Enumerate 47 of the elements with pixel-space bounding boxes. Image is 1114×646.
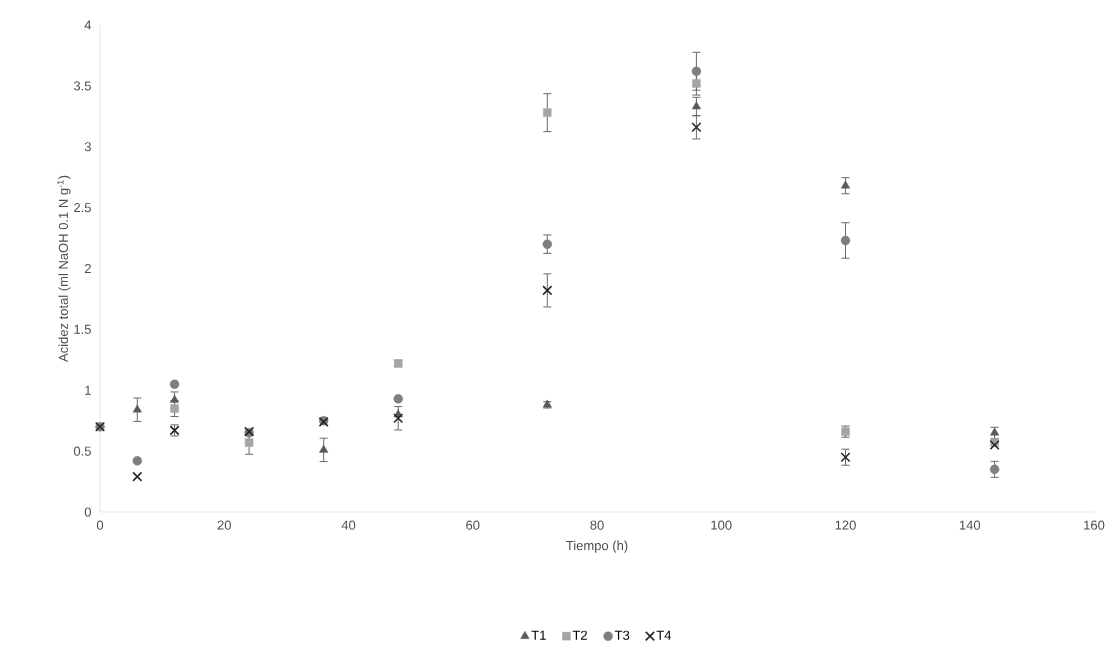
point (691, 66, 702, 77)
y-tick-label: 4 (84, 20, 92, 30)
x-tick-label: 80 (590, 520, 604, 530)
y-tick-label: 3 (84, 142, 91, 152)
legend-label: T2 (572, 630, 587, 640)
legend-label: T4 (656, 630, 672, 640)
point (170, 394, 180, 403)
point (989, 440, 1000, 451)
point (132, 404, 142, 413)
y-tick-label: 2 (84, 264, 91, 274)
y-tick-label: 1 (85, 385, 91, 395)
point (840, 235, 851, 246)
x-tick-label: 120 (835, 520, 856, 530)
point (840, 452, 851, 463)
y-tick-label: 2.5 (74, 203, 91, 213)
point (543, 108, 552, 118)
point (169, 379, 180, 390)
point (691, 122, 702, 133)
point (132, 456, 142, 466)
point (132, 471, 143, 482)
x-tick-label: 40 (341, 520, 356, 530)
legend-label: T1 (531, 630, 546, 640)
point (319, 444, 329, 453)
y-tick-label: 0.5 (73, 446, 91, 456)
point (840, 180, 851, 189)
point (542, 239, 553, 250)
point (989, 464, 1000, 475)
x-tick-label: 0 (96, 520, 104, 530)
y-axis-title: Acidez total (ml NaOH 0.1 N g$^{-1}$) (57, 175, 71, 363)
x-tick-label: 20 (217, 520, 231, 530)
point (990, 427, 1000, 436)
y-tick-label: 3.5 (73, 81, 91, 91)
x-tick-label: 100 (711, 520, 732, 530)
point (393, 394, 403, 404)
point (542, 285, 553, 296)
point (692, 79, 701, 88)
x-tick-label: 140 (959, 520, 981, 530)
y-tick-label: 0 (84, 507, 91, 517)
legend-label: T3 (614, 630, 630, 640)
point (170, 404, 179, 413)
x-tick-label: 60 (466, 520, 480, 530)
x-tick-label: 160 (1084, 520, 1105, 530)
point (691, 101, 701, 110)
y-tick-label: 1.5 (74, 325, 91, 335)
point (393, 413, 404, 424)
point (244, 438, 254, 447)
x-axis-title: Tiempo (h) (566, 540, 628, 553)
